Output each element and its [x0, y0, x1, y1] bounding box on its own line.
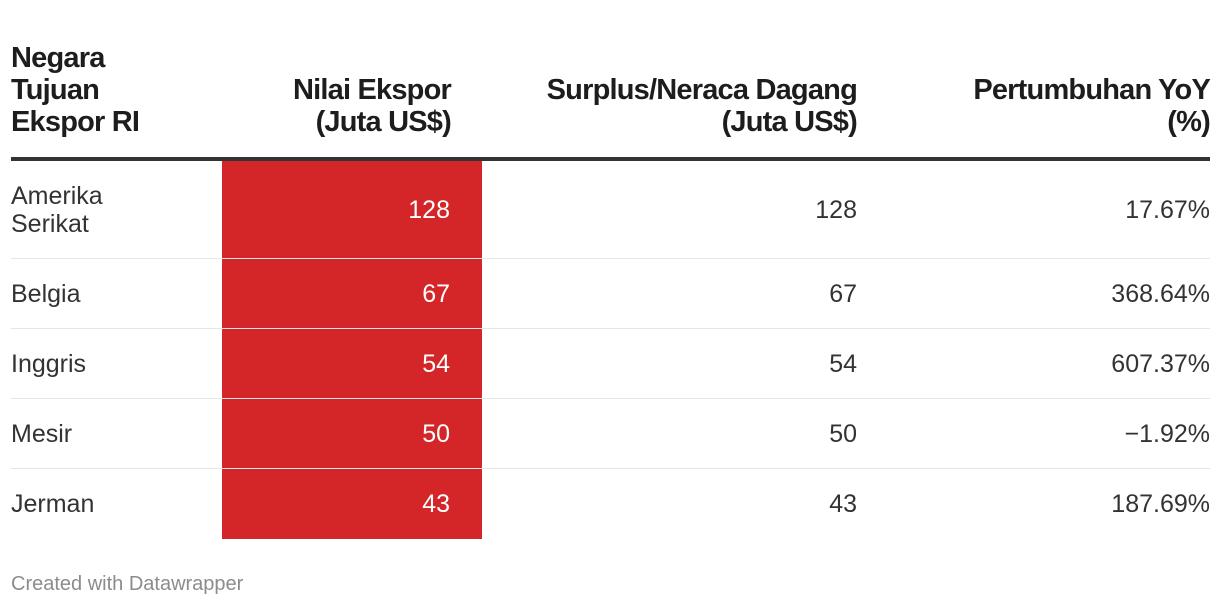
- header-growth: Pertumbuhan YoY (%): [871, 74, 1210, 138]
- country-line: Serikat: [11, 209, 89, 238]
- header-line: (%): [1167, 106, 1211, 138]
- header-line: Pertumbuhan YoY: [973, 74, 1210, 106]
- table-row: Jerman 43 43 187.69%: [11, 469, 1210, 539]
- country-cell: Mesir: [11, 419, 73, 448]
- surplus-cell: 50: [829, 419, 857, 448]
- header-line: Tujuan: [11, 74, 100, 106]
- table-row: Belgia 67 67 368.64%: [11, 259, 1210, 329]
- table-body: Amerika Serikat 128 128 17.67% Belgia 67…: [11, 161, 1210, 539]
- growth-cell: 17.67%: [1125, 195, 1210, 224]
- country-cell: Jerman: [11, 490, 95, 518]
- header-line: Surplus/Neraca Dagang: [546, 74, 858, 106]
- header-surplus: Surplus/Neraca Dagang (Juta US$): [491, 74, 858, 138]
- surplus-cell: 67: [829, 279, 857, 308]
- growth-cell: −1.92%: [1124, 419, 1211, 448]
- export-value-cell: 43: [222, 469, 482, 539]
- growth-cell: 187.69%: [1111, 490, 1210, 518]
- header-country: Negara Tujuan Ekspor RI: [11, 42, 211, 138]
- export-value-cell: 54: [222, 329, 482, 398]
- country-cell: Belgia: [11, 279, 81, 308]
- surplus-cell: 128: [815, 195, 857, 224]
- header-line: Negara: [11, 42, 105, 74]
- header-export-value: Nilai Ekspor (Juta US$): [222, 74, 452, 138]
- table-row: Mesir 50 50 −1.92%: [11, 399, 1210, 469]
- header-line: (Juta US$): [721, 106, 858, 138]
- datawrapper-credit[interactable]: Created with Datawrapper: [11, 573, 244, 595]
- growth-cell: 368.64%: [1111, 279, 1210, 308]
- country-line: Amerika: [11, 181, 103, 210]
- export-value-cell: 50: [222, 399, 482, 468]
- table-header: Negara Tujuan Ekspor RI Nilai Ekspor (Ju…: [11, 0, 1211, 158]
- country-cell: Amerika Serikat: [11, 161, 211, 258]
- header-line: (Juta US$): [315, 106, 452, 138]
- export-value-cell: 67: [222, 259, 482, 328]
- country-cell: Inggris: [11, 349, 87, 378]
- header-rule: [11, 157, 1210, 161]
- data-table: Negara Tujuan Ekspor RI Nilai Ekspor (Ju…: [11, 0, 1211, 539]
- header-line: Nilai Ekspor: [292, 74, 452, 106]
- growth-cell: 607.37%: [1111, 349, 1210, 378]
- header-line: Ekspor RI: [11, 106, 140, 138]
- export-value-cell: 128: [222, 161, 482, 258]
- surplus-cell: 54: [829, 349, 857, 378]
- table-row: Amerika Serikat 128 128 17.67%: [11, 161, 1210, 259]
- table-row: Inggris 54 54 607.37%: [11, 329, 1210, 399]
- surplus-cell: 43: [829, 490, 857, 518]
